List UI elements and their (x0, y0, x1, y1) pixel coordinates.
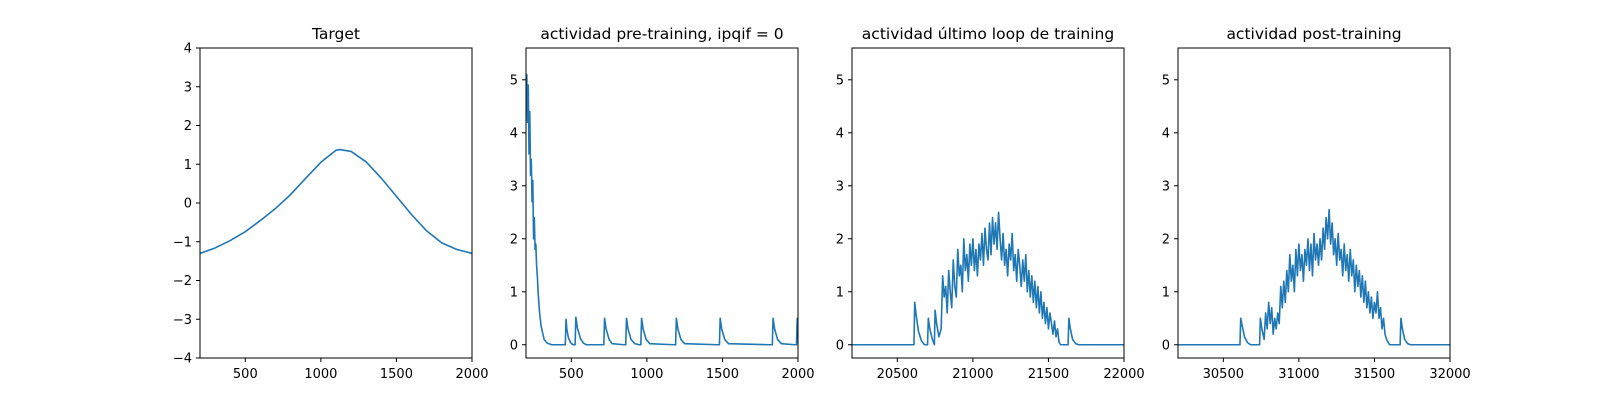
y-tick-label: −4 (173, 352, 192, 367)
x-tick-label: 1500 (706, 367, 739, 382)
y-tick-label: 4 (836, 126, 844, 141)
y-tick-label: 2 (836, 232, 844, 247)
y-tick-label: 3 (1162, 179, 1170, 194)
panel-target: Target 500 1000 1500 2000 −4 −3 −2 −1 0 1 2 3 4 (173, 25, 489, 382)
series-line (200, 148, 472, 255)
plot-area: 500 1000 1500 2000 0 1 2 3 4 5 (510, 47, 815, 382)
y-tick-label: 5 (1162, 73, 1170, 88)
plot-area: 500 1000 1500 2000 −4 −3 −2 −1 0 1 2 3 4 (173, 42, 489, 383)
x-tick-label: 2000 (455, 367, 488, 382)
y-tick-label: −3 (173, 313, 192, 328)
x-tick-label: 30500 (1203, 367, 1244, 382)
x-tick-label: 500 (233, 367, 258, 382)
y-tick-label: 0 (836, 338, 844, 353)
panel-title: actividad post-training (1226, 25, 1401, 43)
x-tick-label: 1500 (380, 367, 413, 382)
axes-frame (851, 47, 1125, 359)
x-tick-label: 1000 (304, 367, 337, 382)
axes-frame (1177, 47, 1451, 359)
y-tick-label: 1 (184, 158, 192, 173)
y-tick-label: 2 (1162, 232, 1170, 247)
plot-area: 20500 21000 21500 22000 0 1 2 3 4 5 (836, 47, 1145, 382)
y-tick-label: 5 (836, 73, 844, 88)
y-tick-label: 2 (184, 119, 192, 134)
panel-title: actividad pre-training, ipqif = 0 (540, 25, 783, 43)
y-tick-label: 0 (184, 197, 192, 212)
x-tick-label: 31500 (1354, 367, 1395, 382)
y-tick-label: 3 (836, 179, 844, 194)
y-tick-label: −2 (173, 274, 192, 289)
panel-title: actividad último loop de training (862, 25, 1114, 43)
x-tick-label: 2000 (781, 367, 814, 382)
y-tick-label: 4 (1162, 126, 1170, 141)
x-tick-label: 20500 (877, 367, 918, 382)
panel-title: Target (311, 25, 360, 43)
y-tick-label: 3 (510, 179, 518, 194)
x-tick-label: 1000 (630, 367, 663, 382)
y-tick-label: 0 (510, 338, 518, 353)
y-tick-label: 4 (184, 42, 192, 57)
y-tick-label: −1 (173, 235, 192, 250)
x-tick-label: 21000 (952, 367, 993, 382)
series-line (1178, 208, 1450, 346)
series-line (852, 211, 1124, 346)
x-tick-label: 31000 (1278, 367, 1319, 382)
x-tick-label: 32000 (1429, 367, 1470, 382)
y-tick-label: 3 (184, 80, 192, 95)
y-tick-label: 5 (510, 73, 518, 88)
y-tick-label: 4 (510, 126, 518, 141)
y-tick-label: 1 (510, 285, 518, 300)
x-tick-label: 21500 (1028, 367, 1069, 382)
y-tick-label: 0 (1162, 338, 1170, 353)
x-tick-label: 22000 (1103, 367, 1144, 382)
panel-last-training-loop: actividad último loop de training 20500 2… (836, 25, 1145, 382)
panel-pre-training: actividad pre-training, ipqif = 0 500 100… (510, 25, 815, 382)
series-line (526, 73, 798, 346)
x-tick-label: 500 (559, 367, 584, 382)
plot-area: 30500 31000 31500 32000 0 1 2 3 4 5 (1162, 47, 1471, 382)
y-tick-label: 1 (1162, 285, 1170, 300)
y-tick-label: 2 (510, 232, 518, 247)
axes-frame (525, 47, 799, 359)
y-tick-label: 1 (836, 285, 844, 300)
panel-post-training: actividad post-training 30500 31000 31500 3… (1162, 25, 1471, 382)
